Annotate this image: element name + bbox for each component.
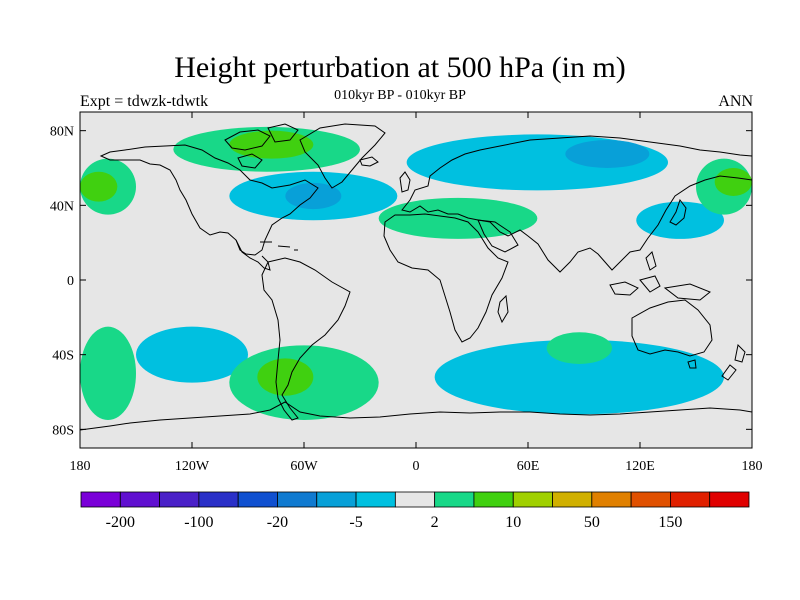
colorbar-label: -200	[106, 514, 135, 531]
arabia-coastline	[477, 219, 519, 253]
colorbar-swatch	[316, 491, 357, 508]
map-subtitle: 010kyr BP - 010kyr BP	[334, 88, 466, 103]
field-region	[434, 339, 724, 415]
madagascar-coastline	[497, 294, 509, 324]
se-asia-islands-coastline	[609, 251, 711, 301]
lon-tick-label: 0	[413, 459, 420, 474]
colorbar-swatch	[119, 491, 160, 508]
colorbar-label: 150	[658, 514, 682, 531]
colorbar: -200 -100 -20 -5 2 10 50 150	[80, 491, 750, 531]
tasmania-coastline	[687, 359, 697, 369]
colorbar-swatch	[709, 491, 750, 508]
field-region	[285, 182, 342, 210]
lat-tick-label: 40S	[52, 349, 74, 364]
colorbar-swatch	[512, 491, 553, 508]
japan-coastline	[669, 198, 687, 226]
lon-tick-label: 60W	[290, 459, 318, 474]
lon-tick-label: 120W	[175, 459, 210, 474]
lat-tick-label: 40N	[50, 199, 74, 214]
north-america-coastline	[99, 144, 319, 256]
lat-tick-label: 80N	[50, 125, 74, 140]
arctic-islands-coastline	[224, 123, 299, 169]
colorbar-label: 50	[584, 514, 600, 531]
colorbar-swatch	[434, 491, 475, 508]
field-region	[257, 358, 314, 396]
colorbar-swatch	[630, 491, 671, 508]
africa-coastline	[383, 213, 509, 343]
field-region	[80, 171, 118, 202]
colorbar-swatch	[237, 491, 278, 508]
lon-tick-label: 120E	[625, 459, 655, 474]
colorbar-label: -5	[349, 514, 362, 531]
lon-tick-label: 60E	[517, 459, 540, 474]
colorbar-swatch	[670, 491, 711, 508]
field-region	[636, 201, 725, 239]
eurasia-coastline	[401, 135, 752, 273]
lat-tick-label: 0	[67, 274, 74, 289]
experiment-label: Expt = tdwzk-tdwtk	[80, 93, 209, 110]
australia-coastline	[631, 299, 713, 357]
lon-tick-label: 180	[742, 459, 763, 474]
field-region	[546, 332, 612, 364]
colorbar-label: 10	[505, 514, 521, 531]
central-america-coastline	[235, 239, 271, 271]
colorbar-swatch	[552, 491, 593, 508]
coastlines	[80, 123, 752, 431]
colorbar-label: 2	[431, 514, 439, 531]
season-label: ANN	[718, 93, 753, 110]
caribbean-coastline	[260, 241, 298, 251]
field-region	[80, 326, 136, 421]
new-zealand-coastline	[721, 343, 746, 381]
colorbar-label: -100	[184, 514, 213, 531]
antarctica-coastline	[80, 401, 752, 431]
uk-coastline	[399, 171, 411, 193]
map-title: Height perturbation at 500 hPa (in m)	[174, 51, 626, 84]
greenland-coastline	[299, 123, 386, 189]
colorbar-swatch	[159, 491, 200, 508]
lon-tick-label: 180	[70, 459, 91, 474]
colorbar-label: -20	[267, 514, 288, 531]
colorbar-swatch	[394, 491, 436, 508]
axis-ticks: 80N 40N 0 40S 80S 180 120W 60W 0 60E 120E 180	[50, 112, 763, 474]
south-america-coastline	[261, 257, 351, 421]
colorbar-swatch	[355, 491, 396, 508]
lat-tick-label: 80S	[52, 423, 74, 438]
field-region	[714, 168, 752, 196]
colorbar-swatch	[198, 491, 239, 508]
field-region	[565, 140, 650, 168]
colorbar-swatch	[591, 491, 632, 508]
colorbar-swatch	[80, 491, 121, 508]
colorbar-swatch	[277, 491, 318, 508]
field-region	[136, 326, 248, 383]
iceland-coastline	[359, 156, 379, 167]
colorbar-swatch	[473, 491, 514, 508]
